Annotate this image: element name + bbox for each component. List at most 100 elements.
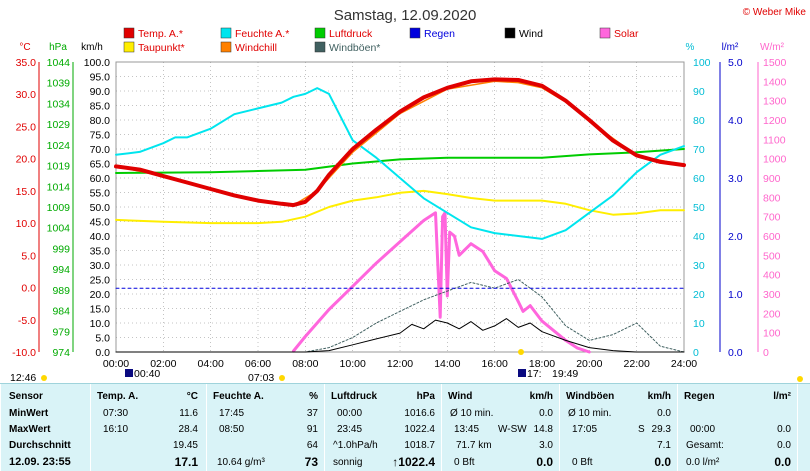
- solar-tick-11: 400: [763, 270, 781, 282]
- temp-min-value: 11.6: [179, 408, 198, 419]
- rain-max-value: 0.0: [777, 424, 791, 435]
- wind-now-value: 0.0: [536, 455, 553, 469]
- pressure-trend: ^1.0hPa/h: [333, 440, 378, 451]
- solar-tick-4: 1100: [763, 134, 786, 146]
- rain-unit: l/m²: [773, 391, 791, 402]
- pressure-tick-12: 984: [52, 306, 70, 318]
- temp-unit: °C: [186, 391, 198, 402]
- pressure-tick-4: 1024: [47, 140, 71, 152]
- sensor-now-label: 12.09. 23:55: [9, 456, 71, 468]
- stats-col-spacer: [797, 384, 810, 471]
- series-line-wind: [115, 318, 685, 353]
- temp-max-time: 16:10: [103, 424, 129, 435]
- pressure-tick-14: 974: [52, 347, 70, 359]
- pressure-header: Luftdruck: [331, 391, 378, 402]
- gust-max-time: 17:05: [572, 424, 598, 435]
- legend-label-8: Windböen*: [329, 42, 380, 54]
- sun-dot-left: [41, 375, 47, 381]
- rain-rate: 0.0 l/m²: [686, 457, 720, 468]
- legend-swatch-0: [123, 27, 135, 39]
- humidity-now-value: 73: [304, 455, 318, 469]
- humidity-tick-6: 40: [693, 231, 705, 243]
- sensor-max-label: MaxWert: [9, 424, 51, 435]
- series-line-solar: [292, 211, 591, 354]
- x-tick-0: 00:00: [103, 358, 129, 370]
- wind-avg10-value: 0.0: [539, 408, 553, 419]
- sensor-header: Sensor: [9, 391, 43, 402]
- rain-tick-1: 4.0: [728, 115, 743, 127]
- wind-tick-3: 85.0: [90, 101, 111, 113]
- wind-tick-18: 10.0: [90, 318, 111, 330]
- pressure-tick-7: 1009: [47, 202, 71, 214]
- solar-axis-unit: W/m²: [760, 42, 785, 53]
- wind-tick-16: 20.0: [90, 289, 111, 301]
- stats-col-humidity: Feuchte A. % 17:45 37 08:50 91 64 10.64 …: [206, 384, 324, 471]
- wind-max-value: 14.8: [533, 424, 553, 435]
- humidity-tick-2: 80: [693, 115, 705, 127]
- solar-tick-5: 1000: [763, 154, 787, 166]
- x-tick-9: 18:00: [529, 358, 555, 370]
- wind-max-direction: W-SW: [498, 424, 527, 435]
- gust-avg10-label: Ø 10 min.: [568, 408, 612, 419]
- solar-tick-14: 100: [763, 328, 781, 340]
- wind-tick-7: 65.0: [90, 159, 111, 171]
- x-tick-7: 14:00: [434, 358, 460, 370]
- wind-tick-12: 40.0: [90, 231, 111, 243]
- humidity-min-value: 37: [306, 408, 318, 419]
- pressure-unit: hPa: [416, 391, 435, 402]
- sun-dot-right: [797, 376, 803, 382]
- wind-tick-20: 0.0: [95, 347, 110, 359]
- humidity-tick-9: 10: [693, 318, 705, 330]
- sunset-time: 19:49: [552, 368, 578, 380]
- humidity-header: Feuchte A.: [213, 391, 264, 402]
- pressure-avg-value: 1018.7: [404, 440, 435, 451]
- wind-max-time: 13:45: [454, 424, 480, 435]
- solar-tick-3: 1200: [763, 115, 787, 127]
- x-tick-1: 02:00: [150, 358, 176, 370]
- humidity-avg-value: 64: [306, 440, 318, 451]
- temp-tick-0: 35.0: [16, 57, 37, 69]
- legend-label-7: Windchill: [235, 42, 277, 54]
- wind-tick-5: 75.0: [90, 130, 111, 142]
- legend-swatch-8: [314, 41, 326, 53]
- sensor-min-label: MinWert: [9, 408, 49, 419]
- temp-now-value: 17.1: [174, 455, 198, 469]
- legend-swatch-7: [220, 41, 232, 53]
- humidity-tick-7: 30: [693, 260, 705, 272]
- wind-tick-10: 50.0: [90, 202, 111, 214]
- legend-label-2: Luftdruck: [329, 28, 373, 40]
- stats-col-rain: Regen l/m² 00:00 0.0 Gesamt: 0.0 0.0 l/m…: [677, 384, 797, 471]
- weather-condition: sonnig: [333, 457, 363, 468]
- temp-tick-6: 5.0: [21, 250, 36, 262]
- sunrise-time: 07:03: [248, 372, 274, 383]
- gust-max-direction: S: [638, 424, 645, 435]
- humidity-tick-3: 70: [693, 144, 705, 156]
- series-line-feuchte-a-: [115, 87, 685, 240]
- temp-tick-9: -10.0: [12, 347, 36, 359]
- humidity-abs: 10.64 g/m³: [217, 457, 265, 468]
- sunset-icon: [518, 349, 524, 355]
- temp-tick-4: 15.0: [16, 186, 37, 198]
- gust-avg10-value: 0.0: [657, 408, 671, 419]
- pressure-min-value: 1016.6: [404, 408, 435, 419]
- solar-tick-9: 600: [763, 231, 781, 243]
- x-tick-4: 08:00: [292, 358, 318, 370]
- legend-swatch-5: [599, 27, 611, 39]
- gust-unit: km/h: [647, 391, 671, 402]
- humidity-max-value: 91: [306, 424, 318, 435]
- rain-max-time: 00:00: [690, 424, 716, 435]
- wind-tick-8: 60.0: [90, 173, 111, 185]
- rain-tick-0: 5.0: [728, 57, 743, 69]
- rain-header: Regen: [684, 391, 715, 402]
- stats-col-temp: Temp. A. °C 07:30 11.6 16:10 28.4 19.45 …: [90, 384, 206, 471]
- rain-now-value: 0.0: [774, 455, 791, 469]
- temp-header: Temp. A.: [97, 391, 139, 402]
- pressure-tick-13: 979: [52, 326, 70, 338]
- pressure-now-value: ↑1022.4: [392, 455, 435, 469]
- wind-axis-unit: km/h: [81, 42, 103, 53]
- pressure-tick-10: 994: [52, 264, 70, 276]
- rain-total-label: Gesamt:: [686, 440, 724, 451]
- wind-avg10-label: Ø 10 min.: [450, 408, 494, 419]
- wind-tick-17: 15.0: [90, 304, 111, 316]
